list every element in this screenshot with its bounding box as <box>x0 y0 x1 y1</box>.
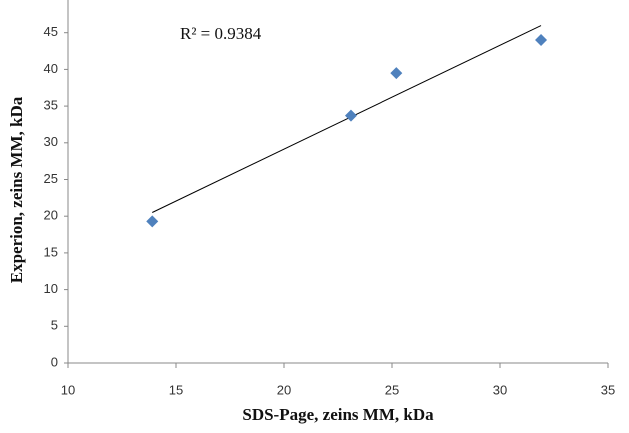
trendline <box>152 25 542 213</box>
y-tick-label: 45 <box>44 24 58 39</box>
r-squared-annotation: R² = 0.9384 <box>180 24 262 43</box>
y-tick-label: 15 <box>44 244 58 259</box>
data-point <box>146 215 159 228</box>
y-axis-title: Experion, zeins MM, kDa <box>7 96 26 283</box>
y-tick-label: 50 <box>44 0 58 2</box>
x-tick-label: 10 <box>61 382 75 397</box>
x-tick-label: 20 <box>277 382 291 397</box>
data-point <box>535 34 548 47</box>
y-tick-label: 30 <box>44 134 58 149</box>
y-tick-label: 25 <box>44 171 58 186</box>
y-tick-label: 40 <box>44 61 58 76</box>
x-tick-label: 25 <box>385 382 399 397</box>
x-tick-label: 35 <box>601 382 615 397</box>
y-tick-label: 35 <box>44 98 58 113</box>
y-tick-label: 0 <box>51 354 58 369</box>
y-tick-label: 5 <box>51 318 58 333</box>
x-axis-title: SDS-Page, zeins MM, kDa <box>242 405 434 424</box>
x-tick-label: 15 <box>169 382 183 397</box>
y-tick-label: 10 <box>44 281 58 296</box>
x-tick-label: 30 <box>493 382 507 397</box>
data-point <box>344 109 357 122</box>
y-tick-label: 20 <box>44 208 58 223</box>
data-point <box>390 67 403 80</box>
